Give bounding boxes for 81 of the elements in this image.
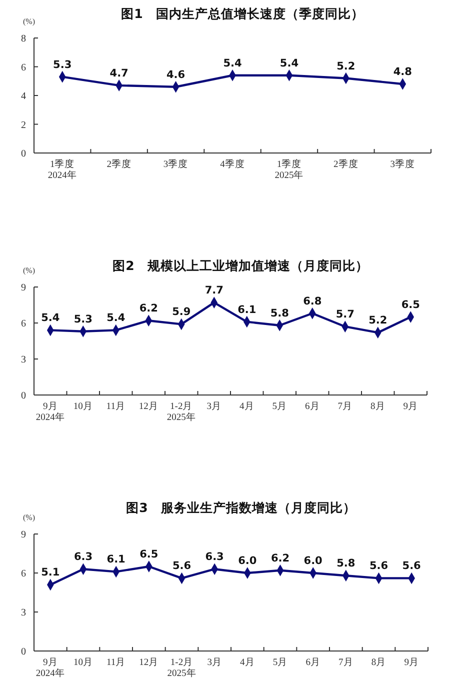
y-tick-label: 3 [21,608,26,618]
x-tick-label: 3月 [206,401,222,412]
data-label: 5.6 [369,560,388,572]
x-tick-label: 6月 [306,657,320,668]
y-tick-label: 0 [21,390,26,402]
data-label: 5.7 [336,308,354,321]
x-tick-label: 8月 [371,657,386,668]
x-tick-label: 3月 [207,657,222,668]
chart-title: 图1 国内生产总值增长速度（季度同比） [121,6,364,21]
x-tick-label: 10月 [74,657,93,668]
x-tick-label: 2季度 [334,158,358,170]
x-tick-label: 4月 [240,657,255,668]
x-tick-label: 10月 [73,401,93,412]
data-label: 6.2 [270,552,290,564]
x-tick-label: 4季度 [220,158,245,170]
data-label: 5.3 [74,313,92,326]
x-tick-label: 12月 [139,657,159,668]
x-tick-label: 1季度 2024年 [48,158,77,181]
data-label: 6.1 [106,554,126,566]
x-tick-label: 5月 [272,401,287,412]
x-tick-label: 9月 [403,401,418,412]
x-tick-label: 3季度 [390,158,416,170]
x-tick-label: 5月 [272,657,288,668]
data-label: 5.4 [41,312,60,324]
data-label: 5.8 [336,558,356,570]
x-tick-label: 6月 [305,401,320,412]
x-tick-label: 7月 [338,657,354,668]
y-tick-label: 4 [21,91,26,102]
y-tick-label: 8 [21,34,26,44]
y-axis-title: (%) [23,266,36,275]
x-tick-label: 3季度 [163,158,188,170]
data-label: 6.2 [139,302,158,315]
x-tick-label: 1-2月 2025年 [167,657,196,679]
y-tick-label: 9 [21,282,26,294]
chart-title: 图3 服务业生产指数增速（月度同比） [126,500,356,515]
x-tick-label: 9月 2024年 [36,657,65,679]
x-tick-label: 11月 [106,401,126,412]
data-label: 6.5 [140,548,158,560]
y-axis-title: (%) [23,17,36,26]
data-label: 5.3 [53,58,72,71]
data-label: 5.6 [402,560,421,572]
y-tick-label: 3 [21,354,26,366]
data-label: 6.5 [401,299,420,311]
data-label: 6.0 [238,555,257,567]
data-label: 5.8 [270,307,289,320]
x-tick-label: 9月 2024年 [36,401,65,423]
x-tick-label: 11月 [106,657,126,668]
data-label: 6.3 [205,551,224,564]
x-tick-label: 7月 [338,401,352,412]
x-tick-label: 4月 [240,401,254,412]
data-label: 4.7 [110,67,128,80]
y-tick-label: 0 [21,148,26,160]
y-tick-label: 9 [21,530,26,540]
x-tick-label: 8月 [370,401,386,412]
data-label: 5.2 [368,314,388,327]
data-label: 5.4 [106,312,126,324]
data-label: 5.4 [280,57,299,70]
data-label: 6.3 [74,551,93,564]
y-tick-label: 2 [21,120,26,131]
y-tick-label: 6 [21,62,26,74]
y-axis-title: (%) [23,513,36,522]
data-label: 6.8 [303,295,322,308]
x-tick-label: 1-2月 2025年 [166,401,196,423]
y-tick-label: 6 [21,318,26,330]
data-label: 5.2 [336,60,356,72]
data-label: 5.9 [172,306,191,318]
data-label: 4.8 [393,66,412,78]
y-tick-label: 0 [21,646,26,658]
x-tick-label: 2季度 [106,158,132,170]
data-label: 6.1 [238,304,256,316]
x-tick-label: 9月 [404,657,419,668]
data-label: 7.7 [204,284,224,297]
chart-title: 图2 规模以上工业增加值增速（月度同比） [112,258,368,273]
data-label: 5.1 [41,566,60,579]
data-label: 5.6 [172,560,192,572]
data-label: 4.6 [166,68,186,81]
x-tick-label: 1季度 2025年 [274,158,304,181]
data-label: 5.4 [223,57,242,70]
y-tick-label: 6 [21,568,26,580]
data-label: 6.0 [304,555,322,567]
x-tick-label: 12月 [138,401,158,412]
